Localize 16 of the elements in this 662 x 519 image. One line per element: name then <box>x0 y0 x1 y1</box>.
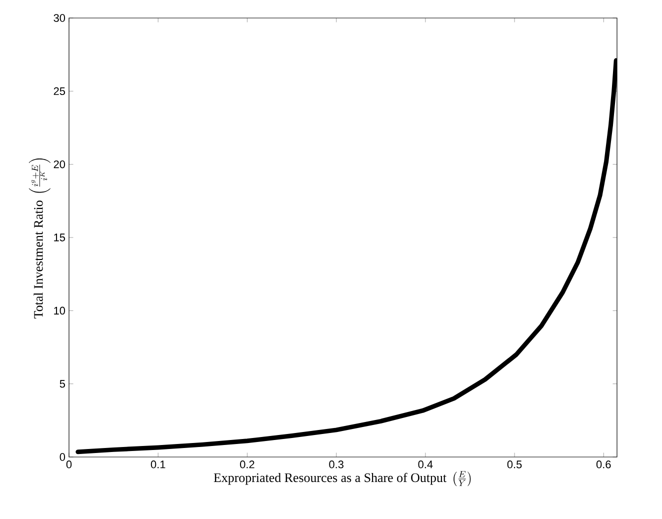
x-tick-label: 0.3 <box>329 460 344 468</box>
y-tick-label: 25 <box>54 87 66 96</box>
x-tick-label: 0.1 <box>150 460 166 468</box>
x-tick-label: 0.6 <box>596 460 611 468</box>
y-tick-label: 0 <box>60 453 66 461</box>
y-tick-label: 5 <box>60 380 66 388</box>
x-tick-label: 0.4 <box>418 460 433 468</box>
x-tick-label: 0.2 <box>240 460 254 468</box>
y-tick-label: 30 <box>54 14 66 22</box>
x-axis-title: $\text{Expropriated Resources as a Share of Output }\left(\frac{E}{Y}\right)$ <box>214 471 471 486</box>
y-axis-title: $\text{Total Investment Ratio }\left(\frac{i^g+E}{i^K}\right)$ <box>28 158 50 318</box>
y-tick-label: 10 <box>54 306 66 315</box>
x-tick-label: 0.5 <box>507 460 522 468</box>
x-tick-label: 0 <box>66 460 72 468</box>
y-tick-label: 20 <box>54 160 66 168</box>
y-tick-label: 15 <box>54 234 66 242</box>
